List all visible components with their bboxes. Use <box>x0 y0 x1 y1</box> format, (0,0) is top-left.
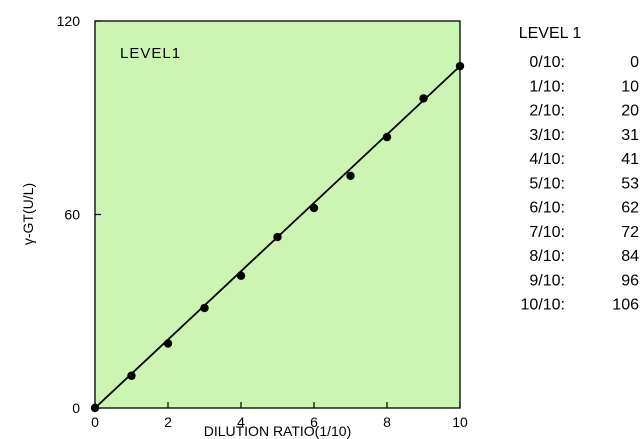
table-row-value: 53 <box>621 175 639 192</box>
data-point <box>419 94 428 103</box>
x-tick-label: 2 <box>164 414 172 430</box>
table-row: 10/10: 106 <box>521 297 640 314</box>
data-point <box>346 171 355 180</box>
table-row: 7/10: 72 <box>529 224 639 241</box>
data-point <box>455 61 465 71</box>
table-row: 1/10: 10 <box>529 78 639 95</box>
x-tick-label: 8 <box>383 414 391 430</box>
table-row-label: 6/10: <box>529 200 565 217</box>
x-tick-label: 4 <box>237 414 245 430</box>
table-title: LEVEL 1 <box>519 25 582 42</box>
table-row-value: 106 <box>612 297 639 314</box>
table-row: 4/10: 41 <box>529 151 639 168</box>
table-row-value: 31 <box>621 127 639 144</box>
table-row-value: 96 <box>621 272 639 289</box>
data-point <box>309 203 319 213</box>
y-axis-title: γ-GT(U/L) <box>20 183 36 245</box>
table-row-label: 0/10: <box>529 54 565 71</box>
table-row: 5/10: 53 <box>529 175 639 192</box>
table-row-value: 62 <box>621 200 639 217</box>
table-row-label: 9/10: <box>529 272 565 289</box>
x-axis-title: DILUTION RATIO(1/10) <box>204 423 352 439</box>
data-point <box>163 339 173 348</box>
table-row-label: 8/10: <box>529 248 565 265</box>
y-axis: 0 60 120 <box>57 13 101 416</box>
table-row: 8/10: 84 <box>529 248 639 265</box>
data-point <box>200 303 209 313</box>
table-row-value: 72 <box>621 224 639 241</box>
table-row-label: 3/10: <box>529 127 565 144</box>
data-point <box>273 232 282 242</box>
table-row-value: 10 <box>621 78 639 95</box>
data-point <box>382 132 392 142</box>
y-tick-label: 60 <box>64 207 80 223</box>
y-tick-label: 120 <box>57 13 81 29</box>
plot-area <box>94 20 461 409</box>
table-row-value: 84 <box>621 248 639 265</box>
table-row: 0/10: 0 <box>529 54 639 71</box>
data-point <box>127 371 136 380</box>
value-table: 0/10: 01/10: 102/10: 203/10: 314/10: 415/10: 5… <box>521 54 640 314</box>
table-row-label: 4/10: <box>529 151 565 168</box>
x-tick-label: 6 <box>310 414 318 430</box>
x-tick-label: 10 <box>452 414 468 430</box>
table-row: 6/10: 62 <box>529 200 639 217</box>
data-points <box>90 61 465 413</box>
table-row: 9/10: 96 <box>529 272 639 289</box>
table-row-label: 1/10: <box>529 78 565 95</box>
x-axis: 0 2 4 6 8 10 <box>91 402 468 430</box>
table-row-label: 10/10: <box>521 297 565 314</box>
y-tick-label: 0 <box>72 400 80 416</box>
table-row-value: 0 <box>630 54 639 71</box>
table-row: 3/10: 31 <box>529 127 639 144</box>
table-row-value: 20 <box>621 103 639 120</box>
table-row-value: 41 <box>621 151 639 168</box>
table-row-label: 5/10: <box>529 175 565 192</box>
table-row-label: 7/10: <box>529 224 565 241</box>
table-row-label: 2/10: <box>529 103 565 120</box>
data-point <box>236 271 246 280</box>
inset-label: LEVEL1 <box>120 45 181 62</box>
table-row: 2/10: 20 <box>529 103 639 120</box>
data-point <box>90 403 100 413</box>
x-tick-label: 0 <box>91 414 99 430</box>
